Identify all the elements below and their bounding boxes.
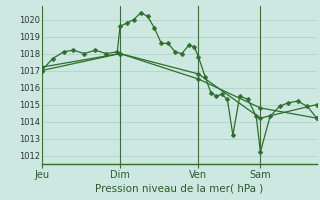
X-axis label: Pression niveau de la mer( hPa ): Pression niveau de la mer( hPa ) — [95, 184, 263, 194]
